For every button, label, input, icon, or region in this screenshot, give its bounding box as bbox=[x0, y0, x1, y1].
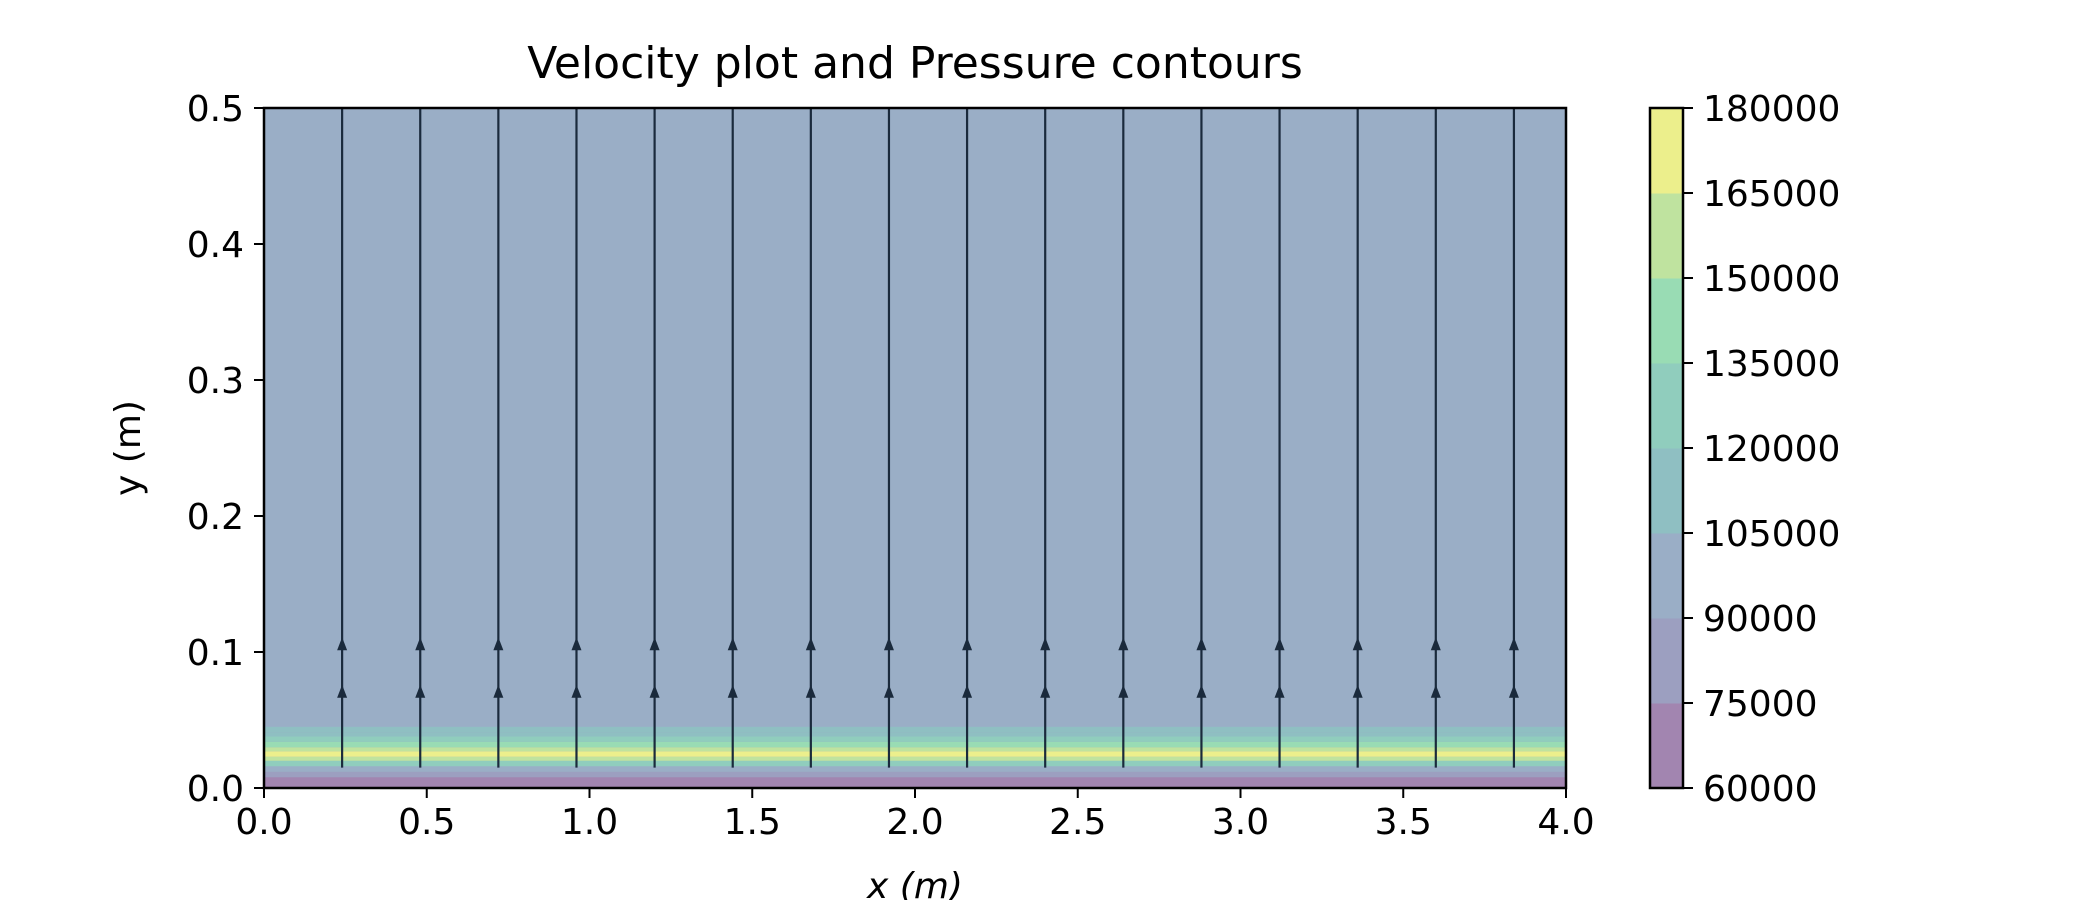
y-axis: 0.0 0.1 0.2 0.3 0.4 0.5 bbox=[187, 89, 264, 810]
colorbar-segment bbox=[1650, 448, 1683, 534]
pressure-contour-band bbox=[264, 741, 1566, 748]
y-tick-label: 0.1 bbox=[187, 633, 244, 674]
x-tick-label: 3.0 bbox=[1212, 802, 1269, 843]
streamline-arrowhead bbox=[571, 637, 582, 651]
x-tick-label: 0.5 bbox=[398, 802, 455, 843]
colorbar-segment bbox=[1650, 618, 1683, 704]
streamline-arrowhead bbox=[415, 684, 426, 698]
colorbar-tick-label: 165000 bbox=[1703, 174, 1840, 215]
colorbar-tick-label: 90000 bbox=[1703, 599, 1818, 640]
pressure-contour-band bbox=[264, 736, 1566, 742]
colorbar-segment bbox=[1650, 703, 1683, 789]
streamline-arrowhead bbox=[962, 637, 973, 651]
x-tick-label: 2.0 bbox=[886, 802, 943, 843]
y-tick-label: 0.3 bbox=[187, 361, 244, 402]
colorbar-tick-label: 105000 bbox=[1703, 514, 1840, 555]
streamline-arrowhead bbox=[649, 684, 660, 698]
streamline-arrowhead bbox=[1040, 637, 1051, 651]
x-tick-label: 3.5 bbox=[1375, 802, 1432, 843]
colorbar: 60000 75000 90000 105000 120000 135000 150000 1… bbox=[1648, 89, 1840, 810]
streamline-arrowhead bbox=[1118, 637, 1129, 651]
pressure-contour-fills bbox=[264, 108, 1566, 788]
y-axis-label: y (m) bbox=[108, 400, 149, 496]
pressure-contour-band bbox=[264, 766, 1566, 772]
streamline-arrowhead bbox=[1274, 684, 1285, 698]
streamline-arrowhead bbox=[493, 637, 504, 651]
pressure-contour-band bbox=[264, 756, 1566, 761]
streamline-arrowhead bbox=[883, 684, 894, 698]
streamline-arrowhead bbox=[1430, 637, 1441, 651]
pressure-contour-band bbox=[264, 760, 1566, 767]
streamline-arrowhead bbox=[805, 684, 816, 698]
pressure-contour-band bbox=[264, 771, 1566, 778]
streamline-arrowhead bbox=[962, 684, 973, 698]
streamline-arrowhead bbox=[805, 637, 816, 651]
velocity-streamlines bbox=[337, 108, 1519, 768]
x-tick-label: 4.0 bbox=[1537, 802, 1594, 843]
streamline-arrowhead bbox=[337, 637, 348, 651]
x-tick-label: 2.5 bbox=[1049, 802, 1106, 843]
y-tick-label: 0.0 bbox=[187, 769, 244, 810]
pressure-contour-band bbox=[264, 726, 1566, 733]
y-tick-label: 0.5 bbox=[187, 89, 244, 130]
colorbar-segment bbox=[1650, 108, 1683, 194]
streamline-arrowhead bbox=[493, 684, 504, 698]
streamline-arrowhead bbox=[727, 684, 738, 698]
pressure-background-fill bbox=[264, 108, 1566, 788]
pressure-contour-band bbox=[264, 732, 1566, 737]
pressure-contour-band bbox=[264, 751, 1566, 757]
streamline-arrowhead bbox=[571, 684, 582, 698]
colorbar-tick-label: 180000 bbox=[1703, 89, 1840, 130]
streamline-arrowhead bbox=[337, 684, 348, 698]
streamline-arrowhead bbox=[1352, 637, 1363, 651]
y-tick-label: 0.4 bbox=[187, 225, 244, 266]
streamline-arrowhead bbox=[727, 637, 738, 651]
streamline-arrowhead bbox=[883, 637, 894, 651]
pressure-contour-band bbox=[264, 777, 1566, 788]
x-tick-label: 1.5 bbox=[724, 802, 781, 843]
y-tick-label: 0.2 bbox=[187, 497, 244, 538]
colorbar-segment bbox=[1650, 278, 1683, 364]
x-axis: 0.0 0.5 1.0 1.5 2.0 2.5 3.0 3.5 4.0 bbox=[235, 788, 1595, 843]
streamline-arrowhead bbox=[415, 637, 426, 651]
colorbar-segment bbox=[1650, 193, 1683, 279]
x-tick-label: 0.0 bbox=[235, 802, 292, 843]
streamline-arrowhead bbox=[1196, 684, 1207, 698]
streamline-arrowhead bbox=[1508, 684, 1519, 698]
streamline-arrowhead bbox=[1508, 637, 1519, 651]
colorbar-segment bbox=[1650, 363, 1683, 449]
streamline-arrowhead bbox=[1040, 684, 1051, 698]
pressure-contour-band bbox=[264, 747, 1566, 752]
x-axis-label: x (m) bbox=[866, 866, 963, 900]
chart-title: Velocity plot and Pressure contours bbox=[527, 38, 1303, 89]
streamline-arrowhead bbox=[1430, 684, 1441, 698]
colorbar-segment bbox=[1650, 533, 1683, 619]
streamline-arrowhead bbox=[1274, 637, 1285, 651]
colorbar-tick-label: 150000 bbox=[1703, 259, 1840, 300]
streamline-arrowhead bbox=[1352, 684, 1363, 698]
colorbar-tick-label: 120000 bbox=[1703, 429, 1840, 470]
colorbar-tick-label: 60000 bbox=[1703, 769, 1818, 810]
streamline-arrowhead bbox=[1196, 637, 1207, 651]
colorbar-tick-label: 75000 bbox=[1703, 684, 1818, 725]
x-tick-label: 1.0 bbox=[561, 802, 618, 843]
streamline-arrowhead bbox=[1118, 684, 1129, 698]
streamline-arrowhead bbox=[649, 637, 660, 651]
colorbar-tick-label: 135000 bbox=[1703, 344, 1840, 385]
